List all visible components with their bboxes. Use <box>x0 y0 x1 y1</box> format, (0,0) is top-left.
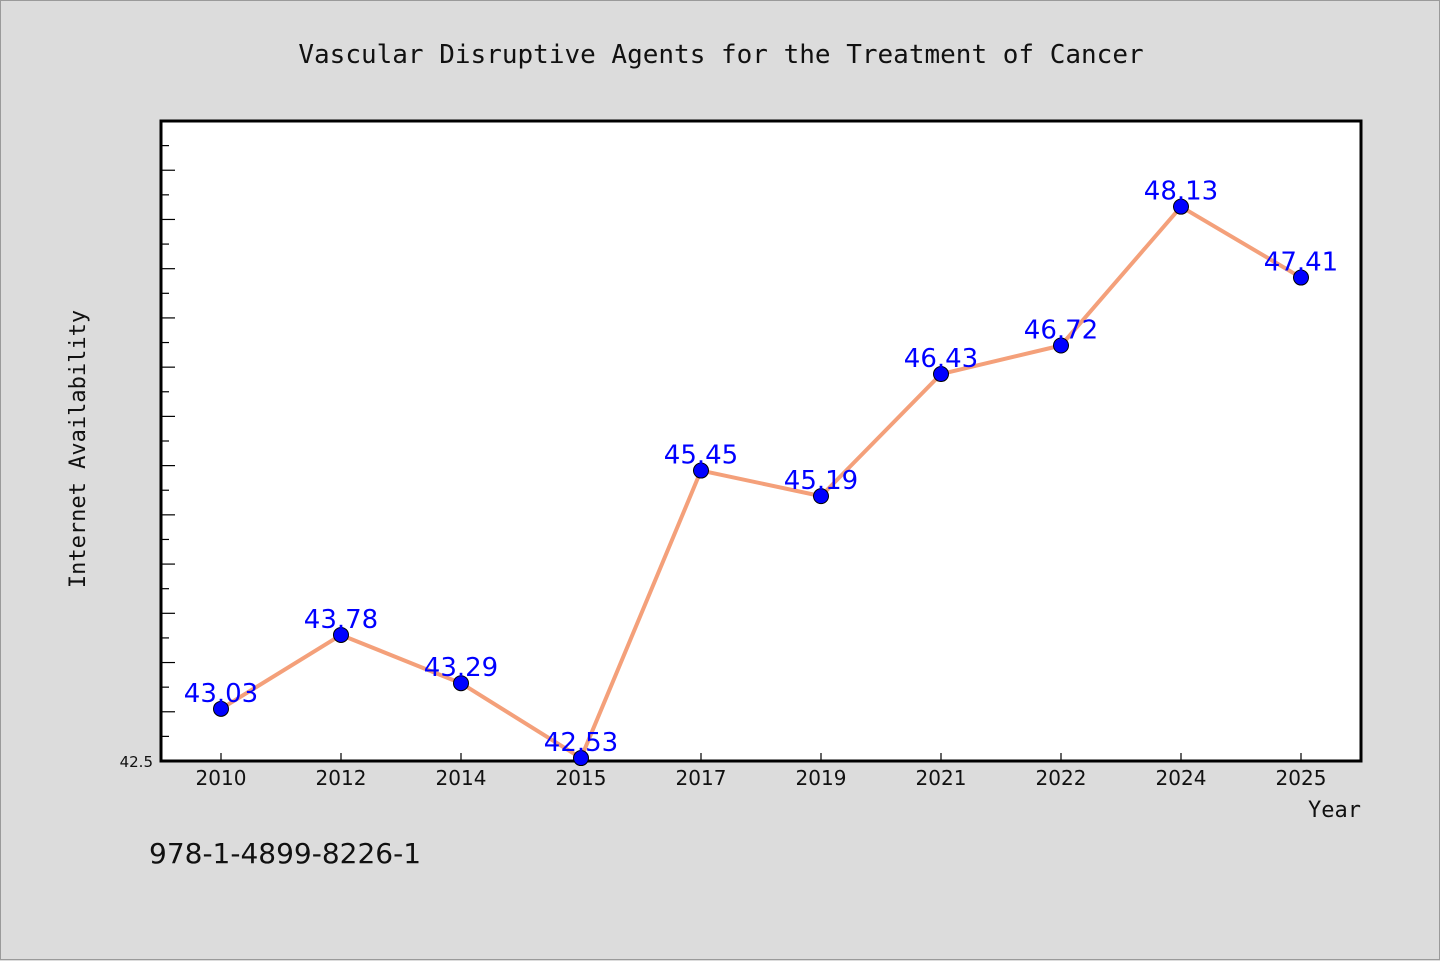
data-label: 48.13 <box>1144 177 1218 207</box>
plot-area <box>159 119 1363 763</box>
x-tick-label: 2010 <box>196 766 247 790</box>
data-label: 46.43 <box>904 344 978 374</box>
y-axis-title: Internet Availability <box>66 310 91 588</box>
data-point <box>693 462 709 479</box>
data-labels: 43.03 43.78 43.29 42.53 45.45 45.19 46.43 46.72… <box>184 177 1338 758</box>
x-axis-title: Year <box>1308 798 1361 823</box>
data-point <box>453 675 469 692</box>
series-line <box>219 204 1303 761</box>
x-tick-label: 2021 <box>916 766 967 790</box>
data-label: 43.29 <box>424 653 498 683</box>
data-points <box>213 198 1309 767</box>
x-axis-ticks: 2010 2012 2014 2015 2017 2019 2021 2022 2024 2025 <box>196 753 1327 790</box>
data-label: 43.03 <box>184 679 258 709</box>
x-tick-label: 2025 <box>1276 766 1327 790</box>
x-tick-label: 2024 <box>1156 766 1207 790</box>
data-label: 47.41 <box>1264 248 1338 278</box>
y-tick-label: 42.5 <box>120 753 153 771</box>
x-tick-label: 2019 <box>796 766 847 790</box>
data-point <box>1053 337 1069 354</box>
data-point <box>213 700 229 717</box>
data-label: 46.72 <box>1024 315 1098 345</box>
data-point <box>813 488 829 505</box>
data-label: 42.53 <box>544 728 618 758</box>
data-label: 43.78 <box>304 605 378 635</box>
x-tick-label: 2015 <box>556 766 607 790</box>
data-label: 45.45 <box>664 441 738 471</box>
y-axis-ticks <box>161 120 175 762</box>
isbn-label: 978-1-4899-8226-1 <box>149 837 421 870</box>
x-tick-label: 2012 <box>316 766 367 790</box>
data-point <box>933 366 949 383</box>
data-point <box>1293 269 1309 286</box>
chart-title: Vascular Disruptive Agents for the Treat… <box>298 40 1143 70</box>
x-tick-label: 2017 <box>676 766 727 790</box>
series-line-layer <box>219 204 1303 761</box>
data-point <box>1173 198 1189 215</box>
data-point <box>573 750 589 767</box>
data-point <box>333 626 349 643</box>
x-tick-label: 2014 <box>436 766 487 790</box>
data-label: 45.19 <box>784 466 858 496</box>
x-tick-label: 2022 <box>1036 766 1087 790</box>
